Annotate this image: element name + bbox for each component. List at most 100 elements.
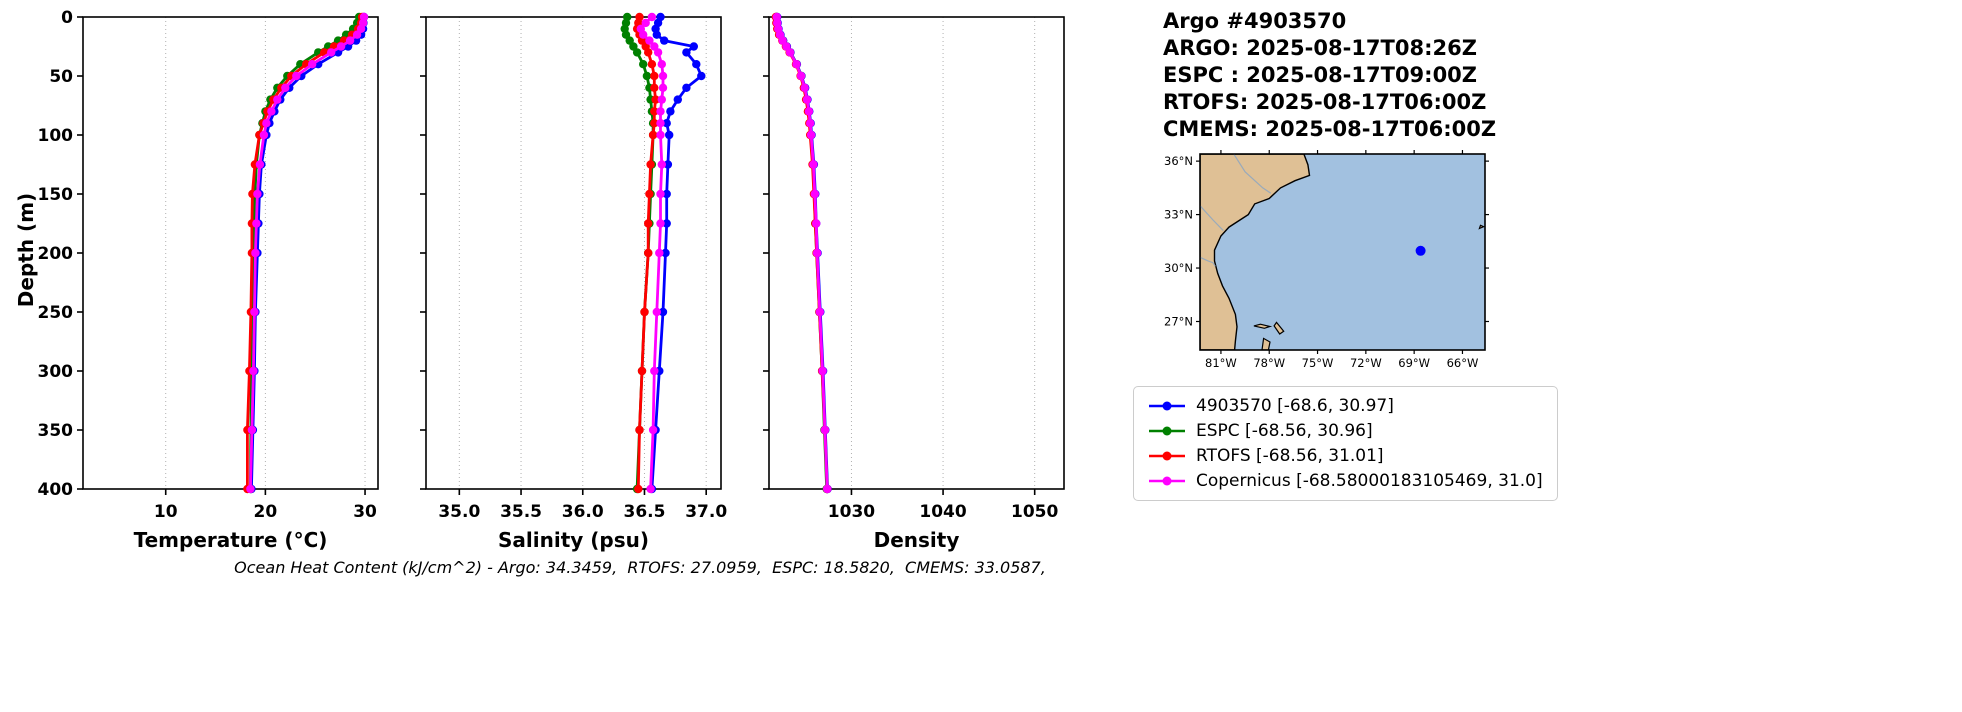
4903570-marker bbox=[666, 107, 675, 116]
Copernicus-marker bbox=[823, 484, 832, 494]
4903570-marker bbox=[665, 130, 674, 140]
depth-tick-label: 350 bbox=[38, 421, 74, 441]
x-tick-label: 37.0 bbox=[685, 502, 727, 522]
Copernicus-marker bbox=[352, 30, 362, 39]
RTOFS-marker bbox=[646, 160, 655, 169]
map-lon-tick-label: 75°W bbox=[1302, 356, 1334, 370]
density-profile-chart: 1030 1040 1050 Density bbox=[763, 12, 1065, 552]
map-lon-tick-label: 66°W bbox=[1447, 356, 1479, 370]
platform-id-line: Argo #4903570 bbox=[1163, 9, 1347, 33]
Copernicus-marker bbox=[645, 36, 654, 45]
Copernicus-marker bbox=[648, 425, 658, 435]
4903570-line bbox=[650, 15, 703, 491]
RTOFS-marker bbox=[650, 71, 659, 81]
map-lon-tick-label: 72°W bbox=[1350, 356, 1382, 370]
depth-tick-label: 0 bbox=[61, 8, 73, 28]
Copernicus-marker bbox=[292, 71, 301, 81]
Copernicus-marker bbox=[804, 107, 814, 116]
Copernicus-marker bbox=[273, 95, 282, 104]
Copernicus-marker bbox=[336, 42, 346, 51]
Copernicus-marker bbox=[652, 307, 661, 317]
Copernicus-marker bbox=[810, 189, 819, 199]
legend-item: 4903570 [-68.6, 30.97] bbox=[1148, 396, 1543, 416]
legend-line-marker-icon bbox=[1149, 401, 1185, 411]
Copernicus-marker bbox=[327, 48, 336, 57]
Copernicus-marker bbox=[250, 307, 259, 317]
Copernicus-marker bbox=[650, 366, 659, 376]
legend-line-marker-icon bbox=[1149, 451, 1185, 461]
island bbox=[1261, 337, 1271, 350]
4903570-marker bbox=[662, 189, 671, 199]
map-lat-tick-label: 36°N bbox=[1164, 154, 1193, 168]
map-lon-tick-label: 78°W bbox=[1253, 356, 1285, 370]
4903570-marker bbox=[673, 95, 682, 104]
4903570-marker bbox=[689, 42, 698, 51]
river-line bbox=[1233, 154, 1272, 194]
RTOFS-line bbox=[246, 15, 364, 491]
RTOFS-marker bbox=[644, 248, 653, 258]
Copernicus-marker bbox=[812, 219, 821, 228]
ESPC-marker bbox=[642, 71, 652, 81]
map-lon-tick-label: 69°W bbox=[1398, 356, 1430, 370]
depth-tick-label: 50 bbox=[49, 67, 73, 87]
legend-item: RTOFS [-68.56, 31.01] bbox=[1148, 446, 1543, 466]
4903570-marker bbox=[692, 60, 701, 69]
Copernicus-marker bbox=[251, 248, 260, 258]
Copernicus-marker bbox=[656, 189, 665, 199]
profile-charts-row: 10 20 30 0 50 100 150 200 250 300 350 400 Temperatur… bbox=[18, 2, 1072, 562]
x-tick-label: 1030 bbox=[828, 502, 875, 522]
cmems-time-line: CMEMS: 2025-08-17T06:00Z bbox=[1163, 117, 1497, 141]
location-map: 81°W 78°W 75°W 72°W 69°W 66°W 27°N 30°N 33°N 36°N bbox=[1158, 146, 1498, 386]
header-info-block: Argo #4903570 ARGO: 2025-08-17T08:26Z ES… bbox=[1163, 8, 1496, 143]
Copernicus-marker bbox=[262, 119, 271, 128]
Copernicus-marker bbox=[641, 18, 650, 28]
argo-time-line: ARGO: 2025-08-17T08:26Z bbox=[1163, 36, 1477, 60]
salinity-profile-chart: 35.0 35.5 36.0 36.5 37.0 Salinity (psu) bbox=[420, 12, 727, 552]
density-axis-label: Density bbox=[874, 528, 960, 552]
river-line bbox=[1200, 256, 1216, 267]
depth-tick-label: 400 bbox=[38, 480, 74, 500]
depth-tick-label: 100 bbox=[38, 126, 74, 146]
4903570-marker bbox=[682, 48, 691, 57]
espc-time-line: ESPC : 2025-08-17T09:00Z bbox=[1163, 63, 1478, 87]
Copernicus-marker bbox=[656, 119, 665, 128]
Copernicus-marker bbox=[267, 107, 276, 116]
island bbox=[1478, 224, 1485, 230]
Copernicus-marker bbox=[657, 60, 666, 69]
x-tick-label: 1050 bbox=[1011, 502, 1058, 522]
Copernicus-marker bbox=[657, 95, 666, 104]
depth-tick-label: 200 bbox=[38, 244, 74, 264]
x-tick-label: 36.0 bbox=[562, 502, 604, 522]
Copernicus-marker bbox=[796, 71, 806, 81]
legend-item: Copernicus [-68.58000183105469, 31.0] bbox=[1148, 471, 1543, 491]
Copernicus-marker bbox=[812, 248, 822, 258]
ocean-heat-content-footnote: Ocean Heat Content (kJ/cm^2) - Argo: 34.… bbox=[234, 558, 1046, 577]
RTOFS-marker bbox=[637, 366, 647, 376]
legend-label: Copernicus [-68.58000183105469, 31.0] bbox=[1196, 471, 1543, 491]
Copernicus-marker bbox=[658, 71, 668, 81]
RTOFS-marker bbox=[634, 484, 643, 494]
RTOFS-marker bbox=[650, 119, 659, 128]
Copernicus-line bbox=[639, 15, 665, 491]
temperature-axis-label: Temperature (°C) bbox=[134, 528, 328, 552]
RTOFS-marker bbox=[651, 95, 660, 104]
Copernicus-marker bbox=[656, 130, 665, 140]
river-line bbox=[1200, 205, 1224, 232]
Copernicus-marker bbox=[639, 30, 648, 39]
map-lat-tick-label: 27°N bbox=[1164, 314, 1193, 328]
salinity-axis-label: Salinity (psu) bbox=[498, 528, 649, 552]
Copernicus-marker bbox=[249, 366, 258, 376]
x-tick-label: 10 bbox=[154, 502, 178, 522]
Copernicus-marker bbox=[815, 307, 824, 317]
4903570-marker bbox=[658, 307, 668, 317]
legend-label: RTOFS [-68.56, 31.01] bbox=[1196, 446, 1384, 466]
map-lon-tick-label: 81°W bbox=[1205, 356, 1237, 370]
RTOFS-marker bbox=[650, 83, 659, 93]
4903570-marker bbox=[663, 160, 673, 169]
map-lat-tick-label: 30°N bbox=[1164, 261, 1193, 275]
RTOFS-marker bbox=[640, 307, 649, 317]
4903570-marker bbox=[697, 71, 706, 81]
float-position-marker bbox=[1415, 245, 1426, 256]
Copernicus-line bbox=[249, 15, 366, 491]
4903570-marker bbox=[652, 30, 661, 39]
